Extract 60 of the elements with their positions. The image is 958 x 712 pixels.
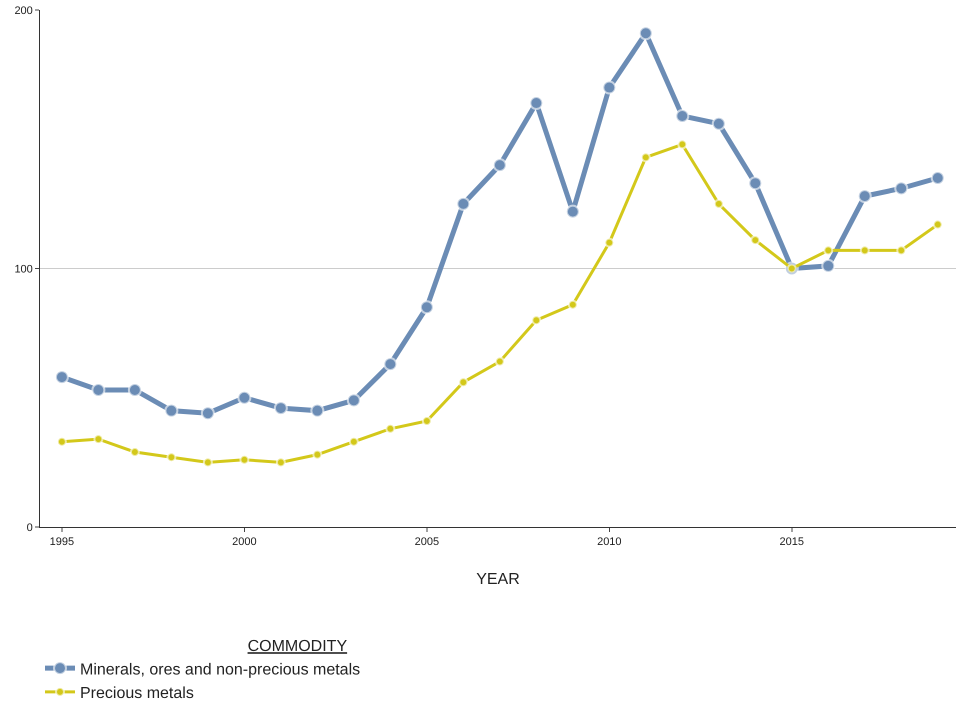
- point: [200, 406, 215, 420]
- point: [677, 139, 688, 150]
- point: [566, 204, 580, 219]
- point: [348, 436, 359, 447]
- point: [385, 424, 396, 434]
- point: [276, 457, 286, 468]
- point: [91, 383, 106, 397]
- point: [531, 315, 542, 326]
- point: [456, 196, 470, 211]
- point: [458, 377, 468, 388]
- point: [56, 436, 67, 447]
- x-tick-label: 2010: [597, 536, 622, 548]
- x-tick-label: 2015: [780, 536, 804, 548]
- point: [860, 245, 870, 256]
- point: [821, 258, 836, 273]
- point: [930, 171, 945, 186]
- point: [602, 80, 616, 95]
- point: [128, 383, 142, 397]
- point: [932, 220, 943, 230]
- legend-label: Minerals, ores and non-precious metals: [80, 661, 360, 678]
- point: [237, 390, 252, 405]
- y-tick-label: 200: [14, 4, 33, 17]
- point: [383, 357, 398, 372]
- point: [748, 176, 762, 190]
- point: [420, 300, 434, 314]
- y-tick-label: 0: [26, 522, 33, 534]
- point: [714, 198, 724, 209]
- point: [166, 452, 176, 462]
- point: [164, 404, 178, 418]
- point: [568, 300, 578, 310]
- point: [310, 404, 324, 418]
- point: [640, 152, 651, 162]
- point: [896, 245, 906, 256]
- x-tick-label: 2000: [232, 536, 257, 548]
- point: [346, 393, 361, 408]
- point: [750, 235, 760, 246]
- point: [823, 245, 834, 256]
- point: [494, 356, 505, 367]
- legend-title: COMMODITY: [248, 638, 348, 656]
- point: [130, 447, 140, 458]
- point: [274, 401, 288, 416]
- point: [202, 457, 213, 468]
- point: [675, 108, 690, 123]
- point: [712, 116, 726, 131]
- point: [894, 181, 908, 196]
- point: [422, 416, 432, 426]
- y-tick-label: 100: [14, 263, 33, 276]
- x-tick-label: 1995: [50, 536, 74, 548]
- point: [529, 96, 544, 110]
- point: [858, 189, 872, 204]
- x-tick-label: 2005: [414, 536, 440, 548]
- legend-label: Precious metals: [80, 685, 194, 702]
- point: [638, 26, 653, 40]
- point: [54, 370, 69, 384]
- point: [312, 450, 322, 460]
- x-axis-title: YEAR: [476, 570, 520, 588]
- point: [492, 158, 507, 172]
- point: [604, 238, 614, 248]
- point: [239, 454, 250, 465]
- point: [93, 434, 104, 444]
